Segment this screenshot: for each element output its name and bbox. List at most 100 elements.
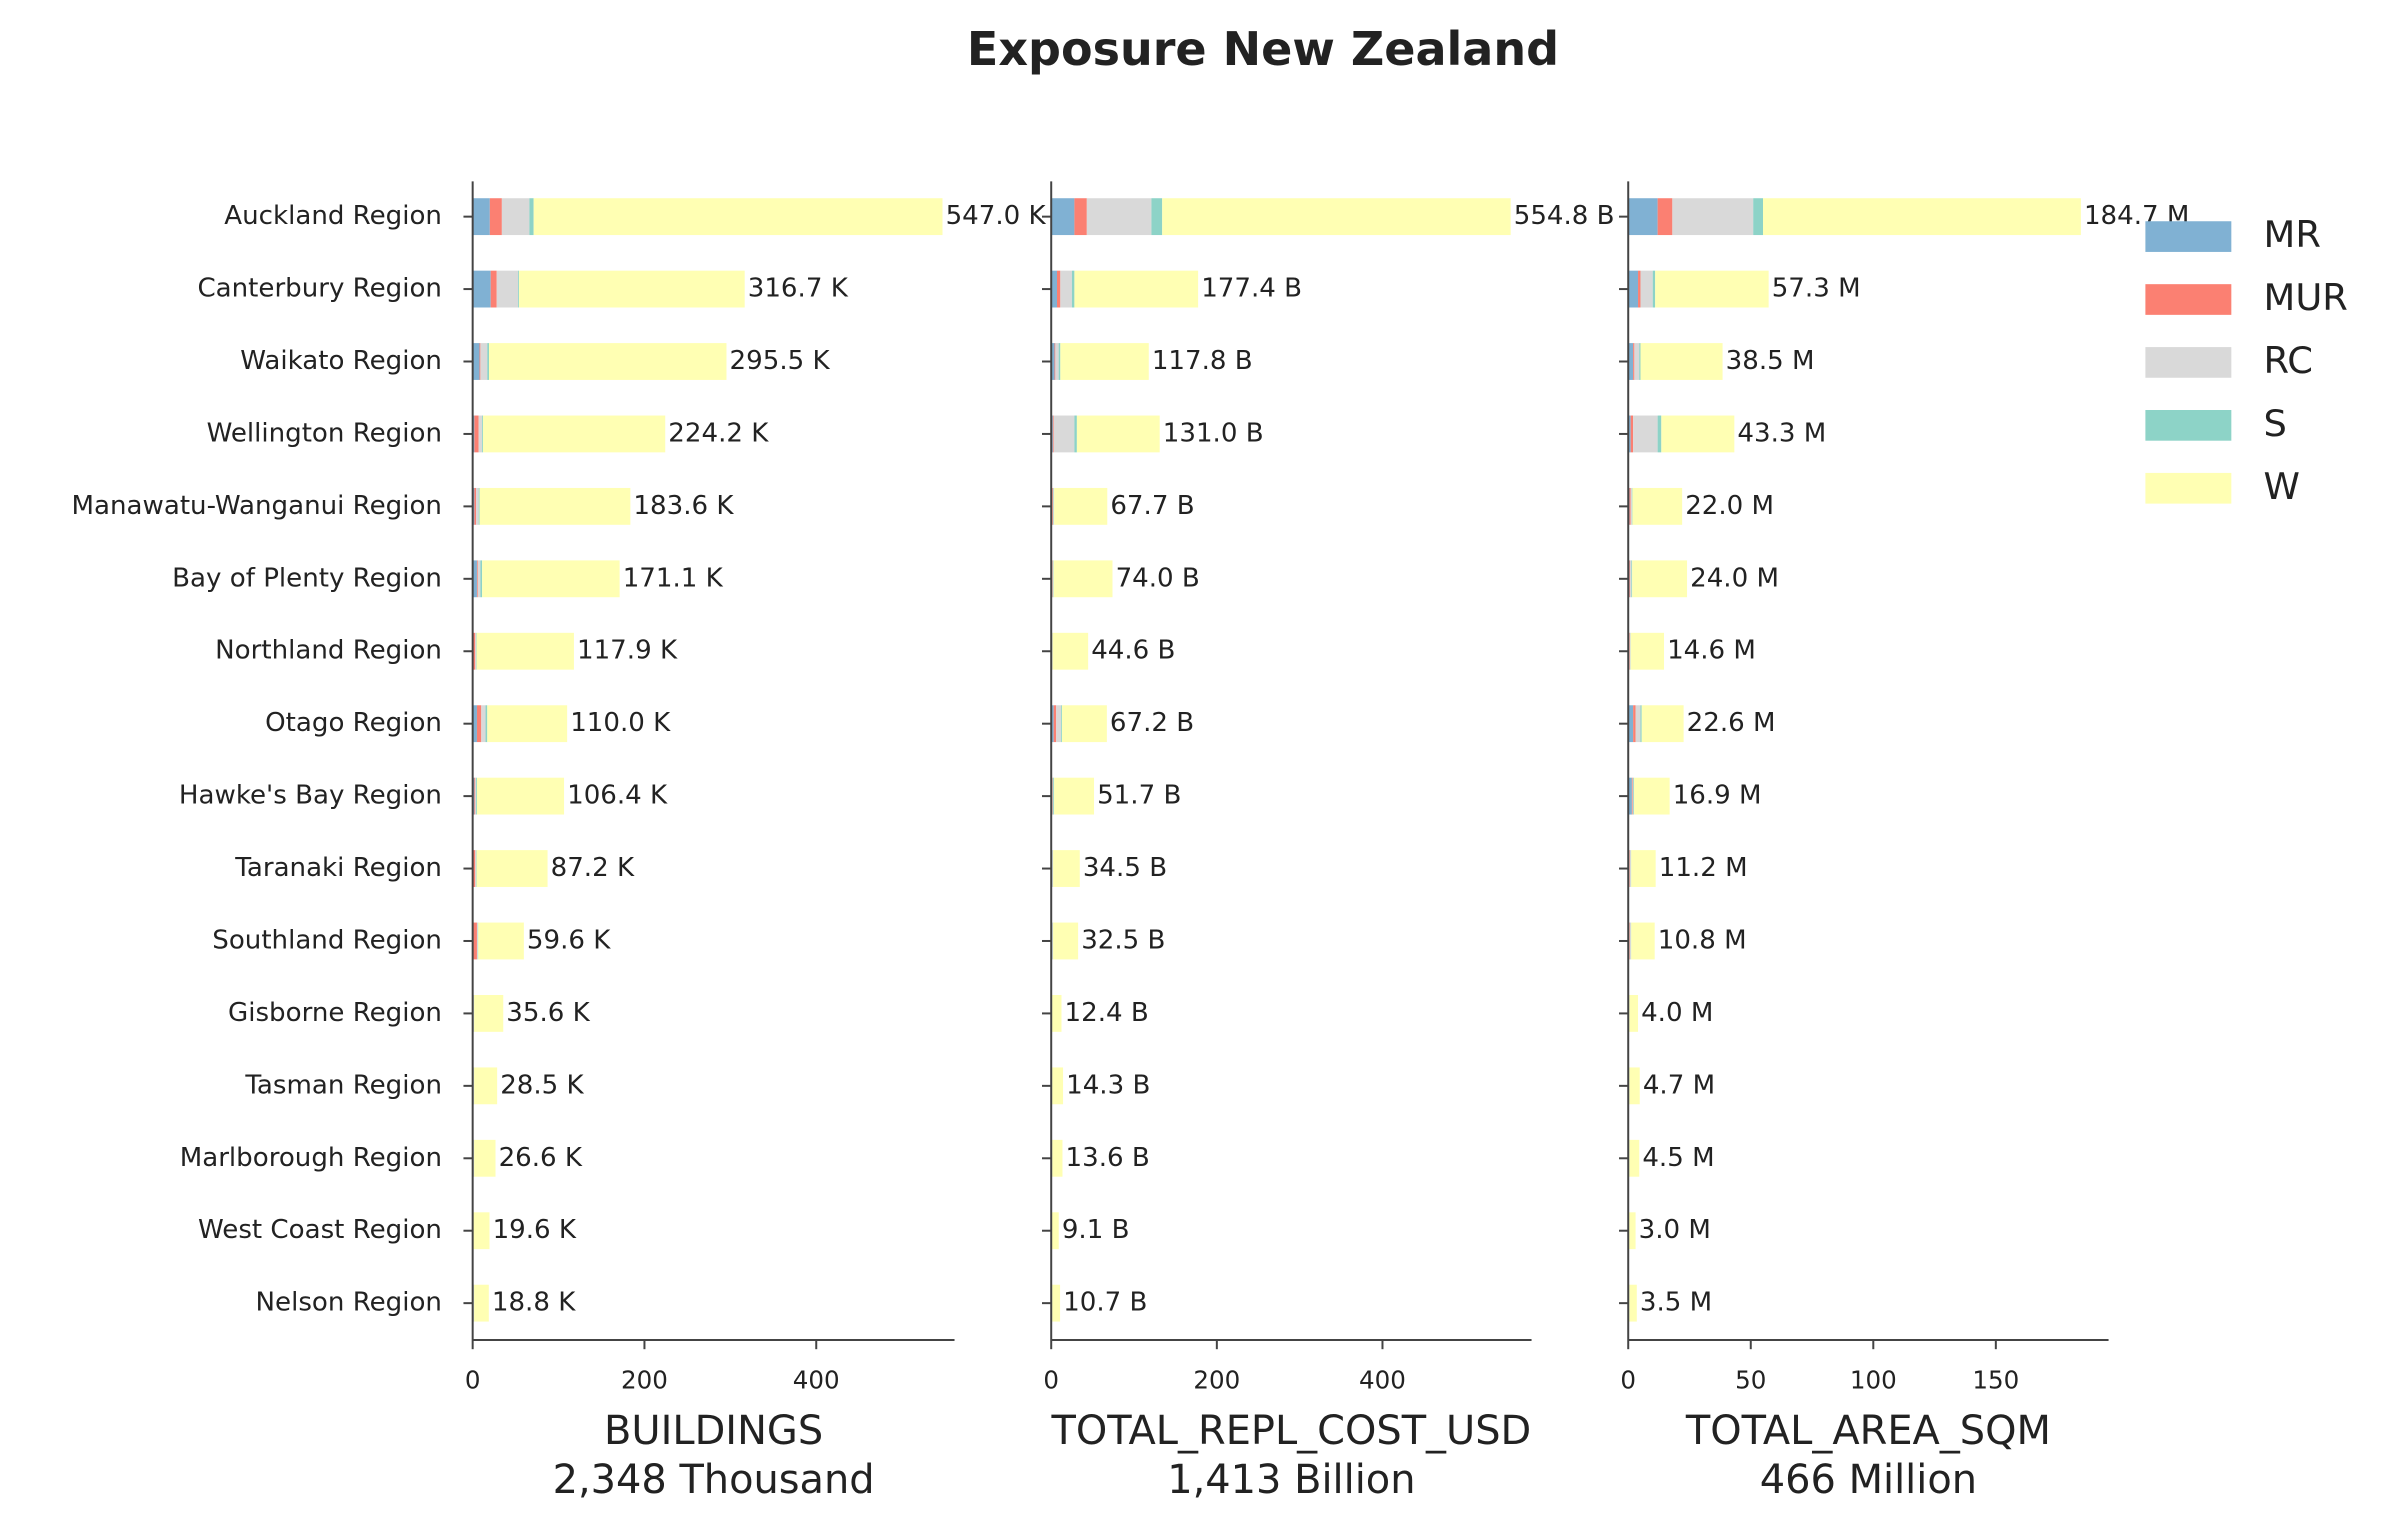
bar-segment (476, 777, 565, 815)
bar-segment (1629, 1284, 1637, 1322)
bar-segment (1633, 343, 1635, 380)
bar-segment (476, 922, 478, 960)
bar-segment (474, 487, 477, 525)
bar-segment (478, 922, 524, 960)
bar-segment (476, 777, 477, 815)
x-axis-sublabel: 466 Million (1760, 1457, 1977, 1503)
legend-label: S (2264, 402, 2287, 445)
y-tick-label: Waikato Region (240, 346, 442, 376)
bar-segment (1634, 343, 1640, 380)
total-label: 22.0 M (1685, 491, 1774, 521)
bar-segment (1630, 415, 1634, 453)
bar-segment (1052, 777, 1054, 815)
bar-segment (476, 632, 574, 670)
bar-segment (487, 705, 568, 743)
bar-segment (1074, 270, 1199, 308)
bar-segment (1655, 270, 1769, 308)
y-tick-label: Southland Region (212, 925, 442, 955)
bar-segment (475, 777, 477, 815)
bar-segment (1639, 343, 1641, 380)
total-label: 51.7 B (1097, 781, 1181, 811)
bar-segment (477, 560, 481, 598)
bar-segment (1628, 632, 1630, 670)
bar-segment (1162, 198, 1511, 236)
total-label: 295.5 K (730, 346, 831, 376)
legend-swatch (2145, 410, 2232, 441)
bar-segment (476, 850, 548, 887)
bar-segment (1057, 270, 1061, 308)
x-axis-sublabel: 2,348 Thousand (553, 1457, 875, 1503)
x-axis-label: BUILDINGS (604, 1408, 823, 1454)
bar-segment (1053, 850, 1080, 887)
bar-segment (485, 705, 488, 743)
bar-segment (482, 415, 666, 453)
x-tick-label: 50 (1735, 1365, 1766, 1394)
y-tick-label: Otago Region (265, 708, 442, 738)
y-tick-label: Nelson Region (256, 1288, 442, 1318)
y-tick-label: Canterbury Region (197, 274, 442, 304)
total-label: 13.6 B (1066, 1143, 1150, 1173)
bar-segment (1052, 560, 1054, 598)
bar-segment (476, 705, 482, 743)
total-label: 11.2 M (1659, 853, 1748, 883)
bar-segment (1074, 198, 1087, 236)
bar-segment (478, 487, 480, 525)
total-label: 24.0 M (1690, 563, 1779, 593)
bar-segment (1051, 705, 1054, 743)
bar-segment (1632, 777, 1634, 815)
total-label: 59.6 K (527, 925, 611, 955)
y-tick-label: West Coast Region (198, 1215, 442, 1245)
bar-segment (476, 487, 479, 525)
total-label: 43.3 M (1737, 418, 1826, 448)
bar-segment (519, 270, 745, 308)
bar-segment (1055, 343, 1059, 380)
legend-swatch (2145, 221, 2232, 252)
bar-segment (1051, 198, 1075, 236)
bar-segment (1629, 850, 1631, 887)
x-tick-label: 100 (1850, 1365, 1897, 1394)
bar-segment (1061, 705, 1107, 743)
legend-label: RC (2264, 339, 2313, 382)
x-tick-label: 0 (1620, 1365, 1636, 1394)
bar-segment (1051, 1212, 1059, 1250)
bar-segment (1635, 705, 1641, 743)
total-label: 74.0 B (1116, 563, 1200, 593)
bar-segment (472, 198, 490, 236)
bar-segment (1060, 270, 1072, 308)
legend-swatch (2145, 472, 2232, 504)
bar-segment (1763, 198, 2081, 236)
total-label: 38.5 M (1726, 346, 1815, 376)
bar-segment (1052, 632, 1089, 670)
total-label: 35.6 K (506, 998, 590, 1028)
bar-segment (1657, 415, 1662, 453)
total-label: 117.9 K (577, 636, 678, 666)
bar-segment (472, 705, 477, 743)
y-tick-label: Taranaki Region (234, 853, 442, 883)
bar-segment (1629, 487, 1631, 525)
bar-segment (473, 632, 476, 670)
bar-segment (1628, 777, 1632, 815)
bar-segment (479, 343, 481, 380)
bar-segment (478, 415, 483, 453)
x-axis-label: TOTAL_REPL_COST_USD (1050, 1408, 1531, 1454)
bar-segment (1052, 487, 1054, 525)
bar-segment (1052, 850, 1053, 887)
bar-segment (1628, 270, 1639, 308)
bar-segment (501, 198, 530, 236)
bar-segment (1053, 777, 1055, 815)
bar-segment (1630, 487, 1632, 525)
total-label: 3.0 M (1639, 1215, 1711, 1245)
bar-segment (475, 632, 477, 670)
bar-segment (1640, 343, 1723, 380)
bar-segment (480, 343, 488, 380)
bar-segment (1629, 1139, 1640, 1177)
bar-segment (1633, 705, 1636, 743)
total-label: 67.7 B (1110, 491, 1194, 521)
bar-segment (1058, 343, 1061, 380)
bar-segment (1052, 1139, 1063, 1177)
bar-segment (1052, 922, 1053, 960)
bar-segment (473, 1212, 490, 1250)
bar-segment (1054, 777, 1095, 815)
bar-segment (472, 270, 491, 308)
x-tick-label: 150 (1972, 1365, 2019, 1394)
